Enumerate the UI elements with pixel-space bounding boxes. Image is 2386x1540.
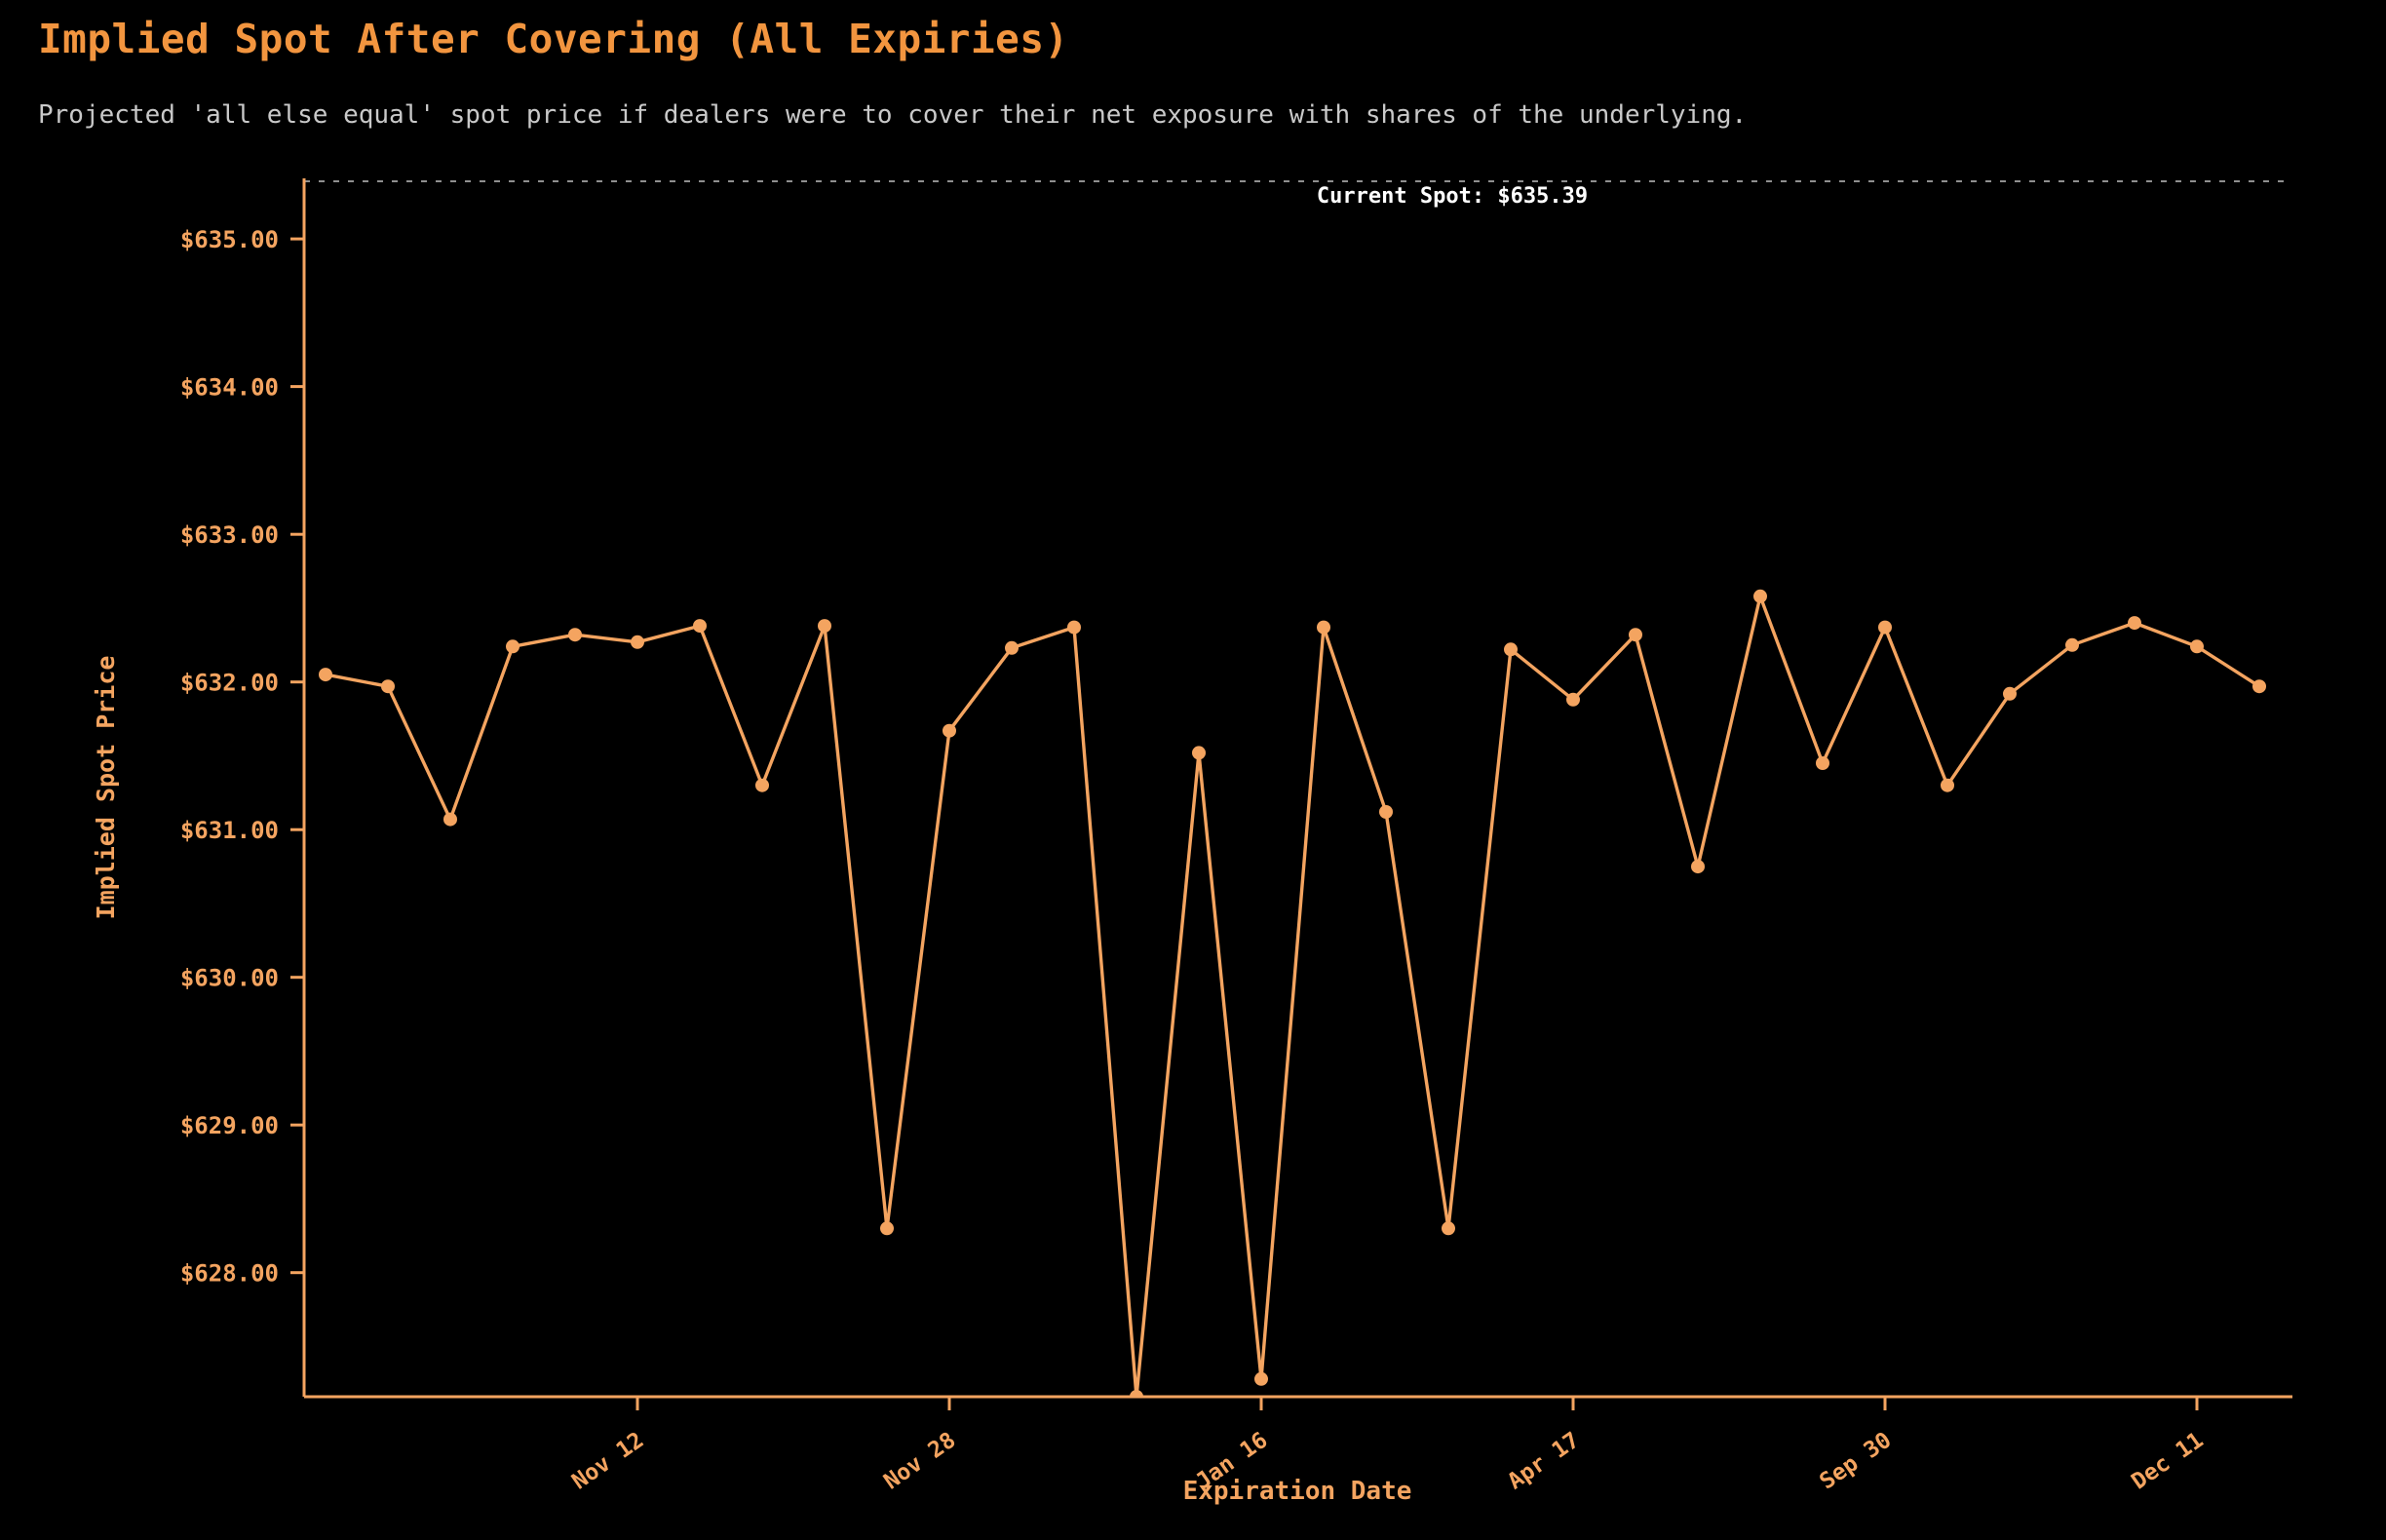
x-tick-label: Nov 12 <box>567 1428 648 1495</box>
data-point <box>1130 1390 1143 1397</box>
data-point <box>1753 589 1767 603</box>
y-axis: $628.00 $629.00 $630.00 $631.00 $632.00 $633.… <box>180 226 304 1288</box>
data-point <box>2190 639 2204 654</box>
page-subtitle: Projected 'all else equal' spot price if… <box>38 100 1748 130</box>
x-tick-label: Sep 30 <box>1815 1428 1896 1495</box>
data-point <box>1691 860 1705 874</box>
data-point <box>568 628 582 642</box>
data-point <box>1067 620 1081 635</box>
data-point <box>443 812 457 827</box>
data-point <box>1504 642 1518 657</box>
x-tick-label: Nov 28 <box>879 1428 960 1495</box>
y-tick-label: $630.00 <box>180 965 279 992</box>
data-point <box>381 679 395 694</box>
y-tick-label: $633.00 <box>180 521 279 549</box>
y-tick-label: $629.00 <box>180 1112 279 1139</box>
data-point <box>319 668 332 682</box>
page-title: Implied Spot After Covering (All Expirie… <box>38 16 1069 62</box>
data-point <box>631 635 644 649</box>
data-point <box>1566 692 1580 707</box>
data-point <box>880 1221 894 1236</box>
y-tick-label: $632.00 <box>180 670 279 697</box>
x-tick-label: Dec 11 <box>2127 1428 2208 1495</box>
data-point <box>1254 1371 1268 1386</box>
data-point <box>1941 778 1954 792</box>
x-tick-label: Apr 17 <box>1503 1428 1584 1495</box>
data-point <box>506 639 520 654</box>
current-spot-annotation: Current Spot: $635.39 <box>1317 184 1588 209</box>
y-tick-label: $631.00 <box>180 817 279 844</box>
data-point <box>2065 637 2079 652</box>
series-line <box>324 595 2261 1397</box>
data-point <box>2003 686 2017 701</box>
x-axis-label: Expiration Date <box>1183 1477 1412 1506</box>
data-point <box>2252 679 2266 694</box>
data-point <box>1442 1221 1455 1236</box>
data-point <box>693 619 707 634</box>
data-point <box>2128 616 2141 631</box>
data-point <box>943 723 956 738</box>
y-axis-label: Implied Spot Price <box>92 656 120 920</box>
data-point <box>1192 746 1206 760</box>
data-point <box>1317 620 1330 635</box>
data-point <box>1878 620 1892 635</box>
y-tick-label: $635.00 <box>180 226 279 253</box>
series-implied-spot <box>319 589 2266 1397</box>
data-point <box>1629 628 1642 642</box>
data-point <box>818 619 831 634</box>
data-point <box>1005 640 1019 655</box>
data-point <box>1816 756 1829 770</box>
y-tick-label: $628.00 <box>180 1260 279 1288</box>
data-point <box>755 778 769 792</box>
y-tick-label: $634.00 <box>180 374 279 402</box>
data-point <box>1379 805 1393 819</box>
